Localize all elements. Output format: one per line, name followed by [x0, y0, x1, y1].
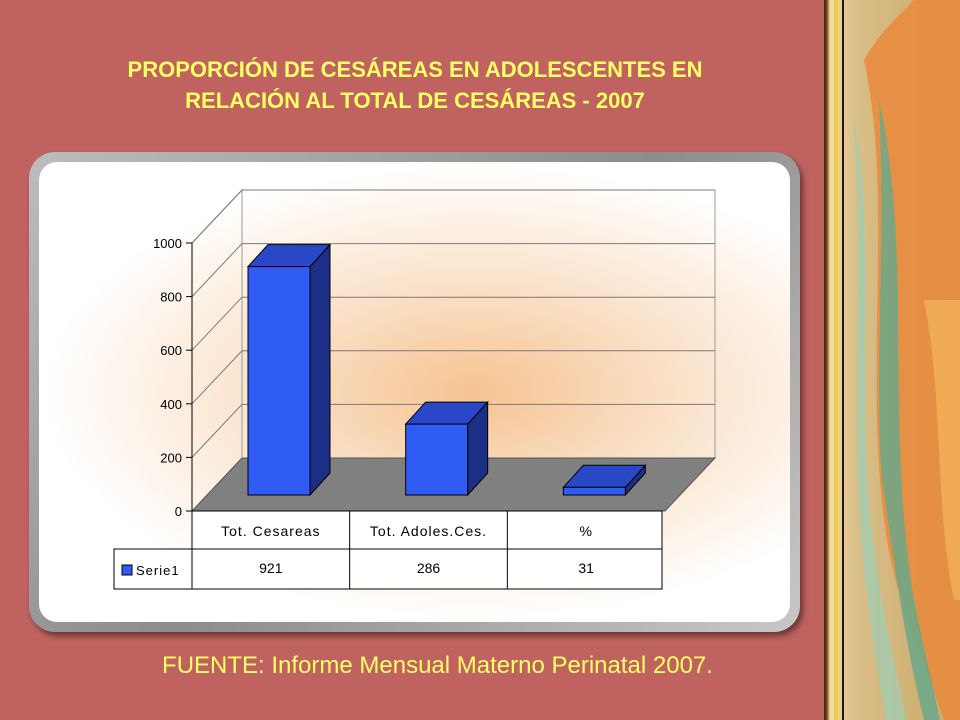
- chart-bars: [246, 243, 647, 497]
- bar-side: [309, 243, 331, 497]
- legend-label: Serie1: [136, 563, 180, 578]
- deco-pattern: [854, 0, 960, 720]
- y-tick-label: 200: [160, 450, 182, 465]
- gridline: [191, 350, 715, 405]
- deco-dark-line: [842, 0, 844, 720]
- bar: [247, 266, 311, 496]
- data-table: Tot. Cesareas Tot. Adoles.Ces. % 921 286 31 Se…: [113, 510, 663, 590]
- table-value: 921: [259, 560, 283, 576]
- chart-title: PROPORCIÓN DE CESÁREAS EN ADOLESCENTES E…: [40, 54, 790, 116]
- x-category-label: Tot. Adoles.Ces.: [370, 523, 487, 539]
- y-tick-label: 400: [160, 397, 182, 412]
- chart-grid: [191, 189, 715, 458]
- table-value: 31: [578, 560, 594, 576]
- table-header-row: [191, 510, 663, 550]
- y-tick-label: 1000: [153, 236, 182, 251]
- bar: [405, 423, 469, 496]
- legend-swatch: [121, 564, 133, 576]
- chart-frame: [29, 152, 800, 632]
- gridline: [191, 189, 715, 244]
- source-note: FUENTE: Informe Mensual Materno Perinata…: [162, 652, 713, 679]
- y-tick-label: 800: [160, 290, 182, 305]
- x-category-label: %: [579, 523, 592, 539]
- y-axis: 0 200 400 600 800 1000: [153, 236, 193, 519]
- gridline: [191, 243, 715, 297]
- bar: [562, 486, 626, 496]
- table-value: 286: [417, 560, 441, 576]
- y-tick-label: 0: [175, 504, 182, 519]
- y-tick-label: 600: [160, 343, 182, 358]
- gridline: [191, 403, 715, 458]
- x-category-label: Tot. Cesareas: [221, 523, 320, 539]
- title-line-1: PROPORCIÓN DE CESÁREAS EN ADOLESCENTES E…: [127, 57, 703, 82]
- title-line-2: RELACIÓN AL TOTAL DE CESÁREAS - 2007: [185, 88, 645, 113]
- deco-gold-line: [834, 0, 838, 720]
- gridline: [191, 296, 715, 351]
- table-value-row: [113, 548, 663, 590]
- decorative-border: [824, 0, 960, 720]
- side-wall: [191, 188, 243, 513]
